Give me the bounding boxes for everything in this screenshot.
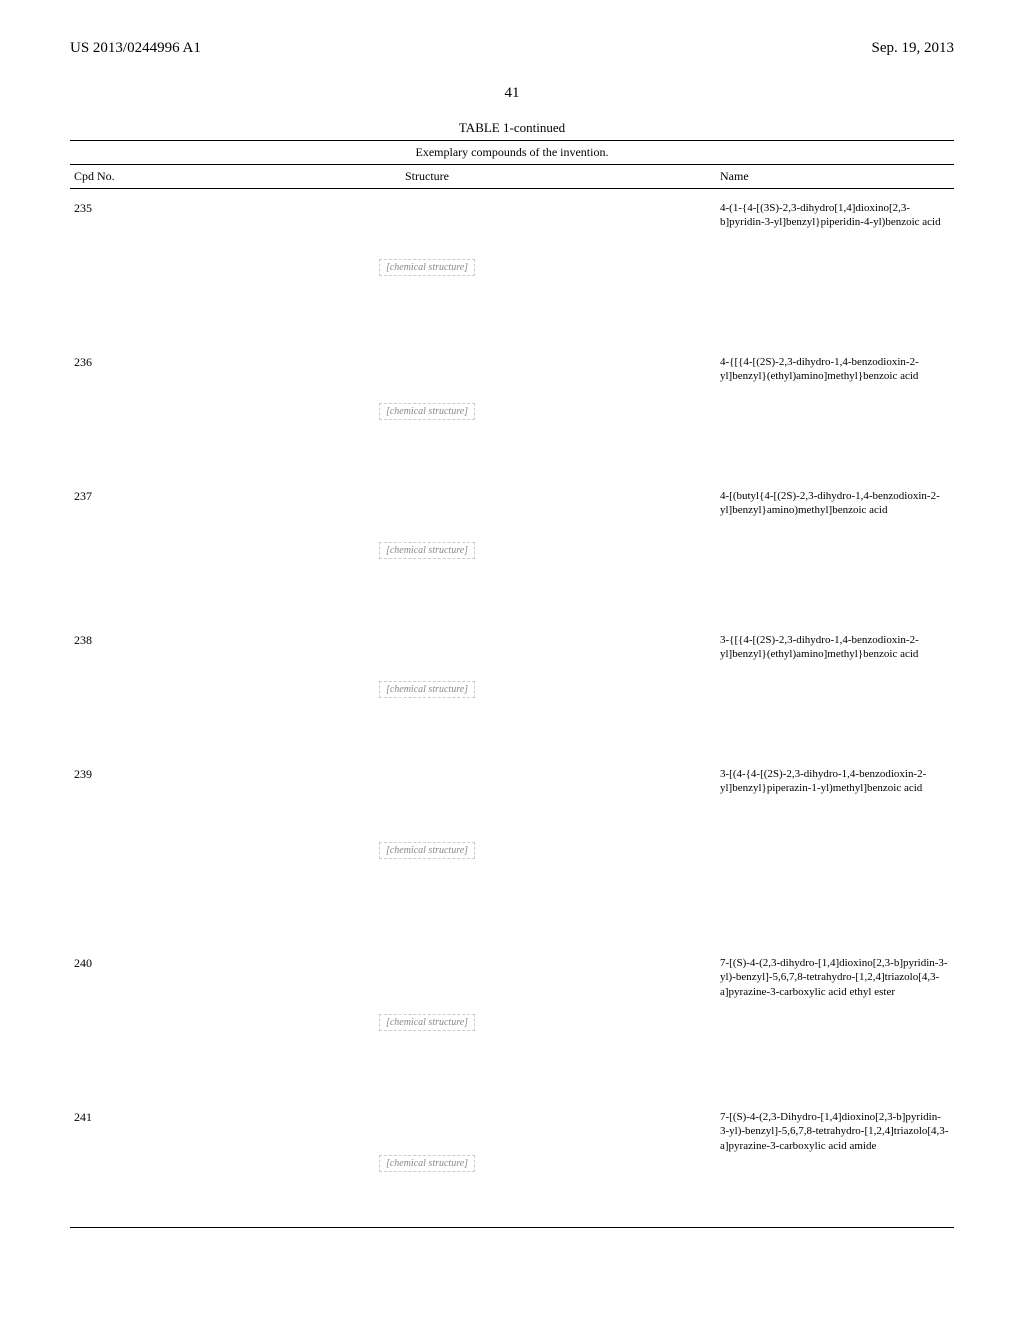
cpd-number: 239 [70,763,134,782]
publication-number: US 2013/0244996 A1 [70,40,201,57]
page-number: 41 [70,85,954,102]
table-header-row: Cpd No. Structure Name [70,165,954,189]
cpd-number: 237 [70,485,134,504]
structure-cell: [chemical structure] [134,485,720,615]
table-subtitle: Exemplary compounds of the invention. [70,141,954,165]
table-body: 235 [chemical structure] 4-(1-{4-[(3S)-2,3… [70,189,954,1227]
table-row: 237 [chemical structure] 4-[(butyl{4-[(2S)… [70,477,954,621]
table-row: 241 [chemical structure] 7-[(S)-4-(2,3-Dih… [70,1098,954,1227]
structure-cell: [chemical structure] [134,1106,720,1221]
compound-name: 4-(1-{4-[(3S)-2,3-dihydro[1,4]dioxino[2,… [720,197,954,230]
cpd-number: 241 [70,1106,134,1125]
structure-placeholder: [chemical structure] [379,1155,475,1172]
structure-cell: [chemical structure] [134,351,720,471]
cpd-number: 235 [70,197,134,216]
patent-page: US 2013/0244996 A1 Sep. 19, 2013 41 TABL… [0,0,1024,1268]
compound-name: 7-[(S)-4-(2,3-dihydro-[1,4]dioxino[2,3-b… [720,952,954,999]
structure-placeholder: [chemical structure] [379,842,475,859]
cpd-number: 236 [70,351,134,370]
col-header-structure: Structure [134,169,720,184]
compound-name: 4-[(butyl{4-[(2S)-2,3-dihydro-1,4-benzod… [720,485,954,518]
structure-cell: [chemical structure] [134,763,720,938]
structure-cell: [chemical structure] [134,197,720,337]
table-row: 235 [chemical structure] 4-(1-{4-[(3S)-2,3… [70,189,954,343]
structure-placeholder: [chemical structure] [379,403,475,420]
page-header: US 2013/0244996 A1 Sep. 19, 2013 [70,40,954,57]
compound-name: 3-[(4-{4-[(2S)-2,3-dihydro-1,4-benzodiox… [720,763,954,796]
structure-placeholder: [chemical structure] [379,259,475,276]
table-row: 238 [chemical structure] 3-{[{4-[(2S)-2,3-… [70,621,954,755]
table-title: TABLE 1-continued [70,120,954,136]
col-header-cpd: Cpd No. [70,169,134,184]
compound-table: Exemplary compounds of the invention. Cp… [70,140,954,1228]
table-row: 236 [chemical structure] 4-{[{4-[(2S)-2,3-… [70,343,954,477]
publication-date: Sep. 19, 2013 [872,40,955,57]
structure-placeholder: [chemical structure] [379,681,475,698]
table-row: 240 [chemical structure] 7-[(S)-4-(2,3-dih… [70,944,954,1098]
structure-cell: [chemical structure] [134,629,720,749]
table-row: 239 [chemical structure] 3-[(4-{4-[(2S)-2,… [70,755,954,944]
structure-cell: [chemical structure] [134,952,720,1092]
structure-placeholder: [chemical structure] [379,1014,475,1031]
compound-name: 3-{[{4-[(2S)-2,3-dihydro-1,4-benzodioxin… [720,629,954,662]
structure-placeholder: [chemical structure] [379,542,475,559]
cpd-number: 238 [70,629,134,648]
col-header-name: Name [720,169,954,184]
cpd-number: 240 [70,952,134,971]
compound-name: 4-{[{4-[(2S)-2,3-dihydro-1,4-benzodioxin… [720,351,954,384]
compound-name: 7-[(S)-4-(2,3-Dihydro-[1,4]dioxino[2,3-b… [720,1106,954,1153]
